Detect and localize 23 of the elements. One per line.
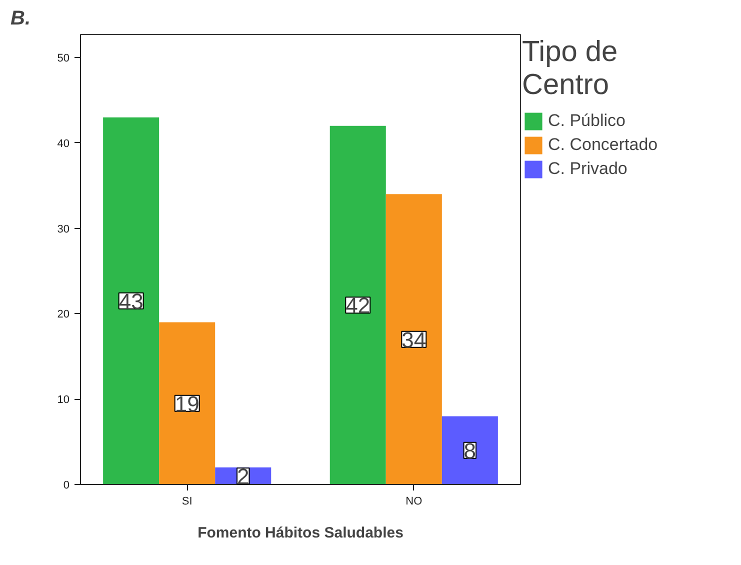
bar xyxy=(330,126,386,484)
bar xyxy=(386,194,442,484)
y-tick-label: 30 xyxy=(57,223,70,236)
y-tick-label: 40 xyxy=(57,138,70,150)
legend-label: C. Concertado xyxy=(548,135,658,155)
legend-label: C. Público xyxy=(548,111,626,131)
legend-label: C. Privado xyxy=(548,159,628,179)
x-axis-title: Fomento Hábitos Saludables xyxy=(198,524,404,542)
x-tick-label: SI xyxy=(182,496,192,508)
bar xyxy=(159,322,216,484)
legend-title: Tipo de Centro xyxy=(522,36,619,102)
x-tick-label: NO xyxy=(406,496,423,508)
data-label: 34 xyxy=(402,327,426,352)
data-label: 8 xyxy=(464,438,476,464)
data-label: 2 xyxy=(237,464,250,489)
y-tick-label: 50 xyxy=(57,52,70,65)
bar xyxy=(103,117,160,484)
y-tick-label: 10 xyxy=(57,394,70,406)
data-label: 19 xyxy=(174,391,200,416)
bar xyxy=(442,416,498,484)
y-tick-label: 20 xyxy=(57,308,70,321)
y-tick-label: 0 xyxy=(63,480,70,492)
chart-title: B. xyxy=(10,8,30,30)
